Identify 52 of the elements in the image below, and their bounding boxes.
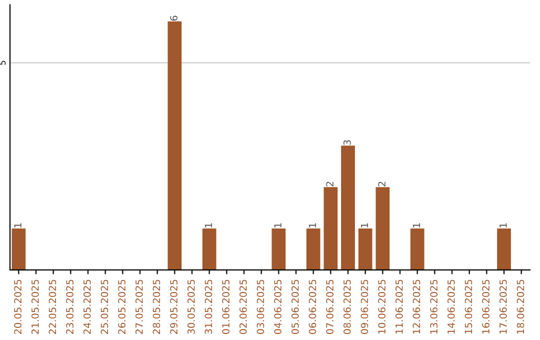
data-label: 3 <box>343 140 351 145</box>
x-tick-label: 12.06.2025 <box>412 280 420 334</box>
x-tick-label: 05.06.2025 <box>291 280 299 334</box>
x-tick-label: 24.05.2025 <box>83 280 91 334</box>
x-tick-label: 14.06.2025 <box>447 280 455 334</box>
data-label: 1 <box>500 223 507 228</box>
data-label: 1 <box>14 223 22 228</box>
x-tick-label: 09.06.2025 <box>360 280 368 334</box>
x-tick-label: 29.05.2025 <box>170 280 178 334</box>
data-label: 1 <box>412 223 420 228</box>
bar <box>324 187 338 270</box>
data-label: 1 <box>274 223 282 228</box>
data-label: 2 <box>326 182 334 186</box>
x-tick-label: 08.06.2025 <box>343 280 351 334</box>
bar <box>497 228 511 270</box>
x-tick-label: 07.06.2025 <box>326 280 334 334</box>
bar <box>358 228 372 270</box>
x-tick-label: 01.06.2025 <box>222 280 230 334</box>
bar <box>341 146 355 270</box>
bar <box>168 21 182 270</box>
x-tick-label: 11.06.2025 <box>395 280 403 334</box>
x-tick-label: 18.06.2025 <box>516 280 524 334</box>
bar <box>306 228 320 270</box>
x-tick-label: 22.05.2025 <box>48 280 56 334</box>
x-tick-label: 17.06.2025 <box>499 280 507 334</box>
x-tick-label: 31.05.2025 <box>204 280 212 334</box>
x-tick-label: 26.05.2025 <box>118 280 126 334</box>
bar <box>272 228 286 270</box>
x-tick-label: 02.06.2025 <box>239 280 247 334</box>
x-tick-label: 28.05.2025 <box>152 280 160 334</box>
x-tick-label: 04.06.2025 <box>274 280 282 334</box>
x-tick-label: 16.06.2025 <box>482 280 490 334</box>
data-label: 6 <box>170 16 178 21</box>
data-label: 2 <box>378 182 386 186</box>
x-tick-label: 13.06.2025 <box>430 280 438 334</box>
x-tick-label: 10.06.2025 <box>378 280 386 334</box>
x-tick-label: 25.05.2025 <box>100 280 108 334</box>
x-tick-label: 15.06.2025 <box>464 280 472 334</box>
data-label: 1 <box>204 223 212 228</box>
x-tick-label: 27.05.2025 <box>135 280 143 334</box>
bar <box>410 228 424 270</box>
x-tick-label: 30.05.2025 <box>187 280 195 334</box>
x-tick-label: 20.05.2025 <box>14 280 22 334</box>
bar <box>202 228 216 270</box>
data-label: 1 <box>360 223 368 228</box>
x-tick-label: 03.06.2025 <box>256 280 264 334</box>
x-tick-label: 06.06.2025 <box>308 280 316 334</box>
bar <box>376 187 390 270</box>
bar <box>12 228 26 270</box>
x-tick-label: 21.05.2025 <box>31 280 39 334</box>
data-label: 1 <box>308 223 316 228</box>
x-tick-label: 23.05.2025 <box>66 280 74 334</box>
